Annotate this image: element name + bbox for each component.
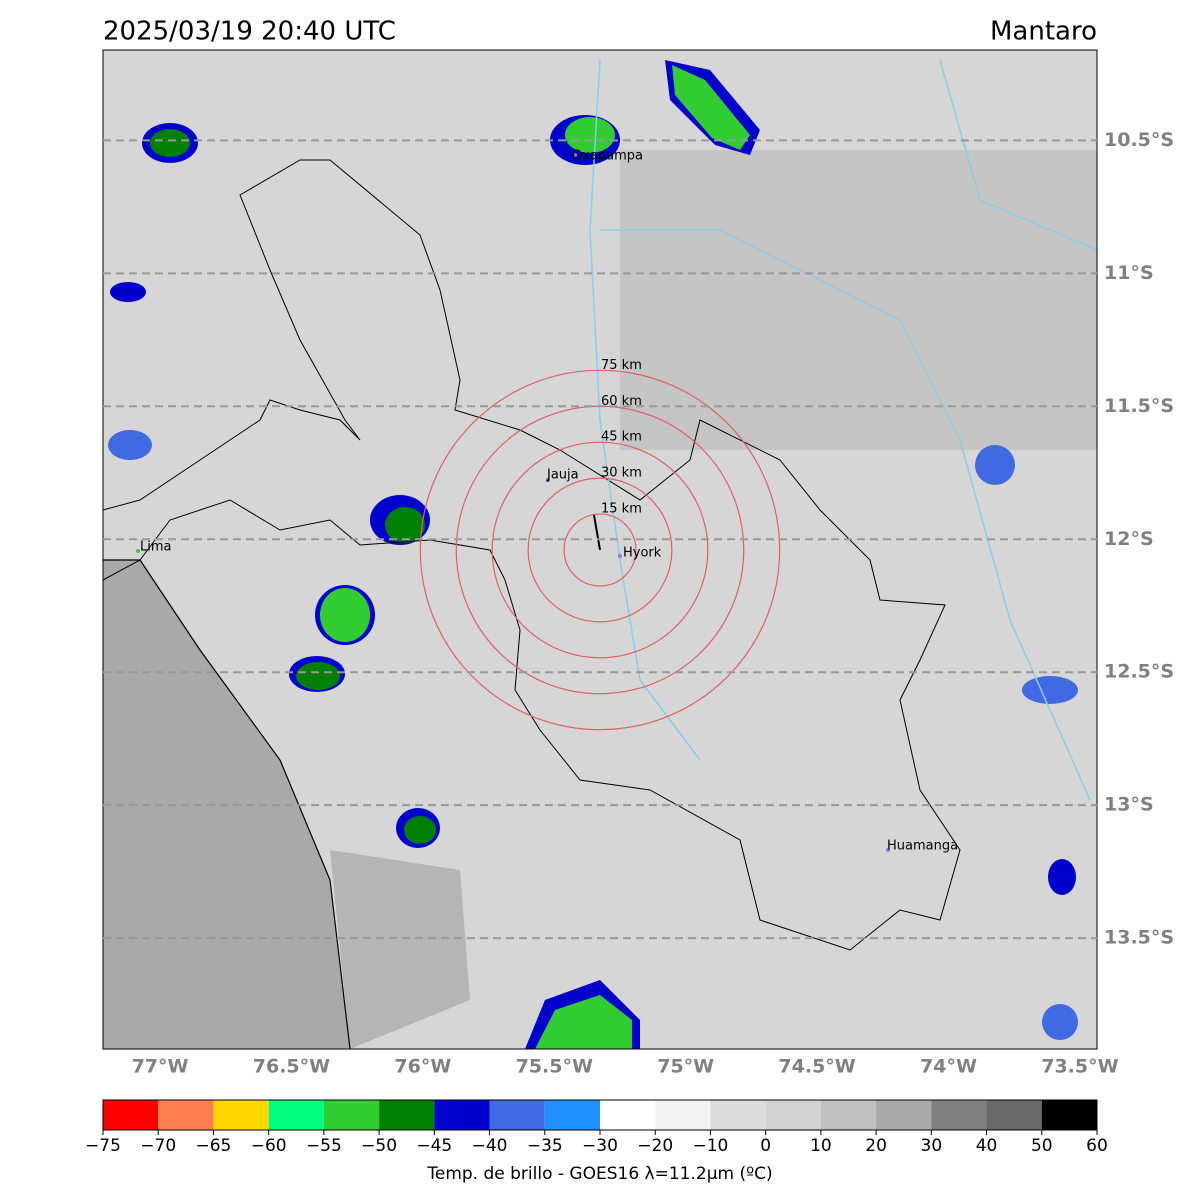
colorbar-segment bbox=[544, 1100, 600, 1130]
colorbar-tick-label: 20 bbox=[865, 1136, 887, 1156]
colorbar-tick-label: −70 bbox=[140, 1136, 176, 1156]
colorbar-tick-label: −40 bbox=[472, 1136, 508, 1156]
colorbar-tick-label: −35 bbox=[527, 1136, 563, 1156]
colorbar-tick-label: −45 bbox=[416, 1136, 452, 1156]
colorbar-tick-label: 0 bbox=[760, 1136, 771, 1156]
colorbar-tick-label: 60 bbox=[1086, 1136, 1108, 1156]
colorbar-segment bbox=[765, 1100, 821, 1130]
colorbar-segment bbox=[710, 1100, 766, 1130]
lat-tick-label: 12°S bbox=[1104, 528, 1154, 550]
lon-tick-label: 75°W bbox=[657, 1056, 714, 1078]
lat-tick-label: 13°S bbox=[1104, 794, 1154, 816]
colorbar-segment bbox=[655, 1100, 711, 1130]
colorbar-segment bbox=[489, 1100, 545, 1130]
colorbar-tick-label: −20 bbox=[637, 1136, 673, 1156]
colorbar-segment bbox=[931, 1100, 987, 1130]
lat-tick-label: 13.5°S bbox=[1104, 927, 1174, 949]
map-frame bbox=[102, 49, 1098, 1050]
city-label: Hyork bbox=[623, 546, 662, 561]
colorbar-tick-label: 50 bbox=[1031, 1136, 1053, 1156]
ring-label: 45 km bbox=[601, 430, 642, 445]
lon-tick-label: 75.5°W bbox=[516, 1056, 593, 1078]
colorbar-segment bbox=[876, 1100, 932, 1130]
lon-tick-label: 76.5°W bbox=[253, 1056, 330, 1078]
city-label: Lima bbox=[140, 540, 171, 555]
colorbar-tick-label: −60 bbox=[251, 1136, 287, 1156]
colorbar-tick-label: −10 bbox=[692, 1136, 728, 1156]
colorbar-tick-label: 40 bbox=[976, 1136, 998, 1156]
colorbar-tick-label: −65 bbox=[195, 1136, 231, 1156]
colorbar-segment bbox=[820, 1100, 877, 1130]
colorbar-segment bbox=[379, 1100, 435, 1130]
colorbar-segment bbox=[434, 1100, 490, 1130]
colorbar-segment bbox=[158, 1100, 214, 1130]
lat-tick-label: 11°S bbox=[1104, 262, 1154, 284]
colorbar-segment bbox=[103, 1100, 159, 1130]
city-label: Oxapampa bbox=[572, 149, 643, 164]
ring-label: 30 km bbox=[601, 466, 642, 481]
lat-tick-label: 10.5°S bbox=[1104, 129, 1174, 151]
lon-tick-label: 74°W bbox=[920, 1056, 977, 1078]
lon-tick-label: 76°W bbox=[394, 1056, 451, 1078]
colorbar-segment bbox=[323, 1100, 380, 1130]
colorbar-segment bbox=[986, 1100, 1042, 1130]
colorbar-segment bbox=[213, 1100, 269, 1130]
cities: Oxapampa Jauja Hyork Lima Huamanga bbox=[136, 149, 958, 854]
range-ring bbox=[491, 441, 709, 659]
colorbar-tick-label: −55 bbox=[306, 1136, 342, 1156]
colorbar-segment bbox=[1041, 1100, 1097, 1130]
colorbar-tick-label: 30 bbox=[921, 1136, 943, 1156]
city-label: Jauja bbox=[546, 468, 579, 483]
lat-tick-label: 11.5°S bbox=[1104, 395, 1174, 417]
colorbar-tick-label: −50 bbox=[361, 1136, 397, 1156]
range-ring bbox=[563, 513, 637, 587]
title: 2025/03/19 20:40 UTC bbox=[103, 17, 396, 47]
lon-tick-label: 73.5°W bbox=[1041, 1056, 1118, 1078]
lat-tick-label: 12.5°S bbox=[1104, 661, 1174, 683]
colorbar-tick-label: −30 bbox=[582, 1136, 618, 1156]
lon-tick-label: 74.5°W bbox=[778, 1056, 855, 1078]
colorbar-tick-label: 10 bbox=[810, 1136, 832, 1156]
ring-label: 60 km bbox=[601, 394, 642, 409]
pointer bbox=[593, 514, 601, 551]
range-ring bbox=[527, 477, 673, 623]
colorbar-segment bbox=[268, 1100, 324, 1130]
lon-tick-label: 77°W bbox=[132, 1056, 189, 1078]
ring-label: 15 km bbox=[601, 502, 642, 517]
colorbar-tick-label: −75 bbox=[85, 1136, 121, 1156]
region: Mantaro bbox=[990, 17, 1097, 47]
range-ring bbox=[419, 369, 781, 731]
ring-label: 75 km bbox=[601, 358, 642, 373]
colorbar-segment bbox=[600, 1100, 656, 1130]
colorbar-label: Temp. de brillo - GOES16 λ=11.2μm (ºC) bbox=[426, 1164, 772, 1184]
city-label: Huamanga bbox=[887, 839, 958, 854]
